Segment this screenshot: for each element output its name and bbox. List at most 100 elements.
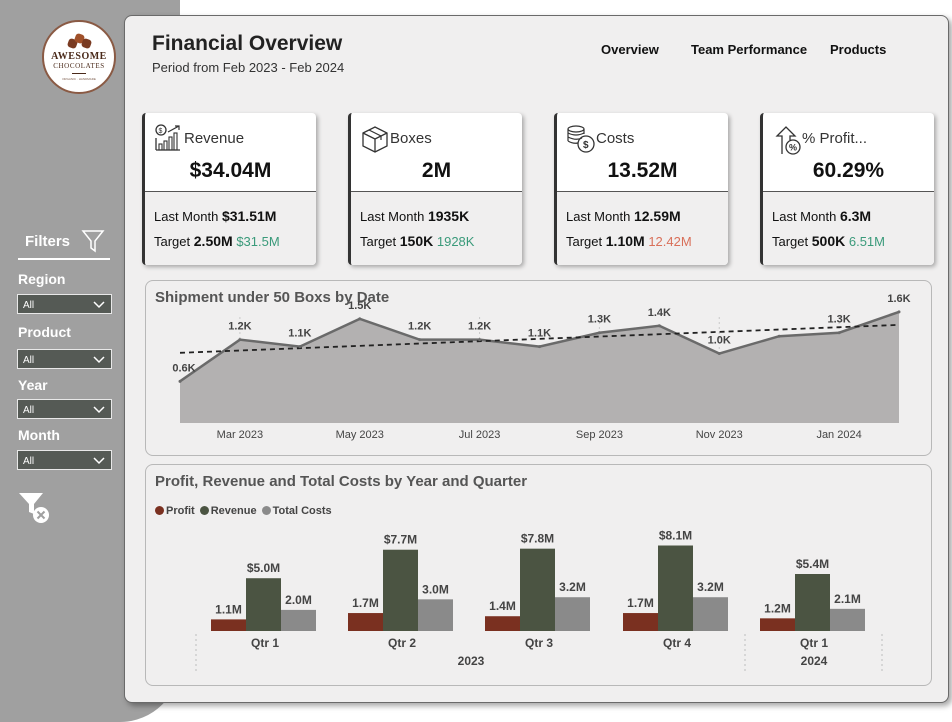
bar-total-costs [281, 609, 316, 631]
target-value: 1.10M [605, 233, 645, 249]
bar-revenue [795, 574, 830, 631]
kpi-value: 2M [421, 159, 452, 182]
target-label: Target [566, 234, 603, 249]
x-tick-label: Qtr 1 [251, 636, 279, 650]
month-filter-select[interactable]: All [17, 450, 112, 470]
bar-data-label: $7.7M [384, 533, 417, 547]
legend-item-revenue[interactable]: Revenue [199, 505, 257, 517]
kpi-target: Target 1.10M 12.42M [566, 233, 692, 249]
chevron-down-icon [93, 457, 105, 465]
legend-item-profit[interactable]: Profit [155, 505, 195, 517]
data-point [657, 324, 661, 328]
last-month-value: $31.51M [221, 208, 277, 224]
data-label: 1.2K [468, 321, 491, 333]
kpi-value: 13.52M [607, 159, 678, 182]
x-tick-label: Sep 2023 [576, 429, 623, 441]
kpi-last-month: Last Month 12.59M [566, 208, 681, 224]
logo-line-3: ORGANIC · HANDMADE [62, 76, 96, 81]
data-point [298, 345, 302, 349]
chocolate-icon [66, 32, 93, 50]
bar-profit [760, 618, 795, 631]
legend-dot [199, 506, 209, 515]
kpi-card-boxes: Boxes 2M Last Month 1935K Target 150K 19… [348, 113, 522, 265]
data-label: 0.6K [172, 362, 195, 374]
data-label: 1.2K [408, 321, 431, 333]
bar-data-label: $5.0M [247, 561, 280, 575]
data-point [238, 338, 242, 342]
svg-text:%: % [789, 143, 797, 153]
x-tick-label: Qtr 1 [800, 636, 828, 650]
bar-data-label: 2.1M [834, 592, 861, 606]
kpi-value: 60.29% [812, 159, 885, 182]
bar-profit [348, 613, 383, 631]
chart-title: Profit, Revenue and Total Costs by Year … [155, 473, 528, 490]
year-filter-value: All [23, 405, 35, 416]
svg-text:$: $ [583, 140, 589, 151]
kpi-target: Target 500K 6.51M [772, 233, 885, 249]
product-filter-label: Product [18, 324, 71, 340]
chart-legend: Profit Revenue Total Costs [155, 505, 332, 517]
data-point [717, 352, 721, 356]
bar-profit [211, 619, 246, 631]
region-filter-select[interactable]: All [17, 294, 112, 314]
kpi-card-revenue: $ Revenue $34.04M Last Month $31.51M Tar… [142, 113, 316, 265]
funnel-icon [81, 230, 105, 253]
chevron-down-icon [93, 301, 105, 309]
x-tick-label: May 2023 [336, 429, 384, 441]
shipment-area-chart: Mar 2023 May 2023 Jul 2023 Sep 2023 Nov 2023… [172, 293, 910, 441]
legend-item-total-costs[interactable]: Total Costs [261, 505, 332, 517]
bar-data-label: 3.2M [697, 580, 724, 594]
bar-data-label: $8.1M [659, 529, 692, 543]
bar-total-costs [555, 597, 590, 631]
clear-filters-icon[interactable] [18, 491, 52, 525]
bar-data-label: 3.2M [559, 580, 586, 594]
data-point [538, 345, 541, 349]
legend-dot [155, 506, 164, 515]
month-filter-label: Month [18, 427, 60, 443]
product-filter-select[interactable]: All [17, 349, 112, 369]
group-label: 2024 [801, 654, 828, 668]
bar-data-label: 1.2M [764, 601, 791, 615]
quarterly-chart-panel: Profit, Revenue and Total Costs by Year … [145, 464, 932, 686]
legend-label: Profit [166, 505, 195, 517]
kpi-target: Target 2.50M $31.5M [154, 233, 280, 249]
nav-products[interactable]: Products [830, 42, 887, 57]
nav-team-performance[interactable]: Team Performance [691, 42, 808, 57]
region-filter-label: Region [18, 271, 66, 287]
kpi-card-costs: $ Costs 13.52M Last Month 12.59M Target … [554, 113, 728, 265]
bar-data-label: 1.1M [215, 602, 242, 616]
x-tick-label: Qtr 3 [525, 636, 553, 650]
bar-revenue [383, 549, 418, 631]
x-tick-label: Qtr 2 [388, 636, 416, 650]
kpi-card-profit: % % Profit... 60.29% Last Month 6.3M Tar… [760, 113, 934, 265]
data-point [837, 331, 841, 335]
bar-data-label: $7.8M [521, 532, 554, 546]
percent-growth-icon: % [775, 126, 801, 155]
x-tick-label: Nov 2023 [696, 429, 743, 441]
data-point [478, 338, 482, 342]
kpi-details: Last Month $31.51M Target 2.50M $31.5M [145, 191, 316, 265]
shipment-chart-panel: Shipment under 50 Boxs by Date Mar 2023 M… [145, 280, 932, 456]
year-filter-select[interactable]: All [17, 399, 112, 419]
main-canvas: Financial Overview Period from Feb 2023 … [124, 15, 949, 703]
kpi-details: Last Month 6.3M Target 500K 6.51M [763, 191, 934, 265]
bar-profit [623, 613, 658, 631]
chevron-down-icon [93, 356, 105, 364]
nav-overview[interactable]: Overview [601, 42, 659, 57]
x-tick-label: Qtr 4 [663, 636, 691, 650]
bar-data-label: 3.0M [422, 582, 449, 596]
data-point [597, 331, 601, 335]
data-point [178, 379, 182, 383]
kpi-target: Target 150K 1928K [360, 233, 474, 249]
brand-logo: AWESOME CHOCOLATES ORGANIC · HANDMADE [42, 20, 116, 94]
kpi-details: Last Month 1935K Target 150K 1928K [351, 191, 522, 265]
last-month-value: 12.59M [633, 208, 681, 224]
revenue-chart-icon: $ [155, 124, 180, 151]
target-label: Target [772, 234, 809, 249]
page-title: Financial Overview [152, 32, 343, 55]
data-label: 1.2K [228, 321, 251, 333]
kpi-title: Revenue [184, 130, 245, 147]
filters-divider [18, 258, 110, 260]
kpi-last-month: Last Month 1935K [360, 208, 469, 224]
data-label: 1.3K [827, 314, 850, 326]
